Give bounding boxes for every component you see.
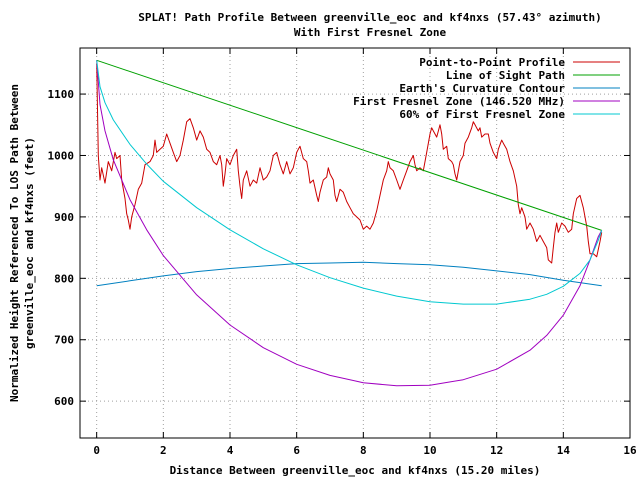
legend-label: Earth's Curvature Contour xyxy=(399,82,565,95)
x-tick-label: 4 xyxy=(227,444,234,457)
y-axis-label-line2: greenville_eoc and kf4nxs (feet) xyxy=(23,137,36,349)
series-layer xyxy=(96,59,603,387)
y-tick-label: 1000 xyxy=(48,149,75,162)
series-point-to-point-profile xyxy=(96,63,603,264)
x-tick-label: 6 xyxy=(293,444,300,457)
y-tick-label: 600 xyxy=(54,395,74,408)
x-tick-label: 16 xyxy=(623,444,637,457)
series-first-fresnel-zone-146-520-mhz xyxy=(96,60,603,387)
legend-label: Line of Sight Path xyxy=(446,69,565,82)
x-tick-label: 12 xyxy=(490,444,503,457)
series-earth-s-curvature-contour xyxy=(96,261,602,287)
x-tick-label: 0 xyxy=(93,444,100,457)
plot-frame xyxy=(79,47,631,439)
y-tick-label: 900 xyxy=(54,211,74,224)
y-tick-label: 700 xyxy=(54,334,74,347)
x-tick-label: 14 xyxy=(557,444,571,457)
chart-title: SPLAT! Path Profile Between greenville_e… xyxy=(138,11,602,24)
series-line-of-sight-path xyxy=(96,59,602,231)
y-axis-label-line1: Normalized Height Referenced To LOS Path… xyxy=(8,84,21,402)
series-60-of-first-fresnel-zone xyxy=(96,60,603,305)
tick-layer: 0 2 4 6 8 10 12 14 16 600 700 800 900 1000 1100 xyxy=(48,48,637,457)
legend-label: Point-to-Point Profile xyxy=(419,56,565,69)
x-tick-label: 8 xyxy=(360,444,367,457)
x-axis-label: Distance Between greenville_eoc and kf4n… xyxy=(170,464,541,477)
legend-label: 60% of First Fresnel Zone xyxy=(399,108,565,121)
chart-subtitle: With First Fresnel Zone xyxy=(294,26,447,39)
y-tick-label: 1100 xyxy=(48,88,75,101)
x-tick-label: 10 xyxy=(423,444,436,457)
y-tick-label: 800 xyxy=(54,272,74,285)
x-tick-label: 2 xyxy=(160,444,167,457)
legend-label: First Fresnel Zone (146.520 MHz) xyxy=(353,95,565,108)
